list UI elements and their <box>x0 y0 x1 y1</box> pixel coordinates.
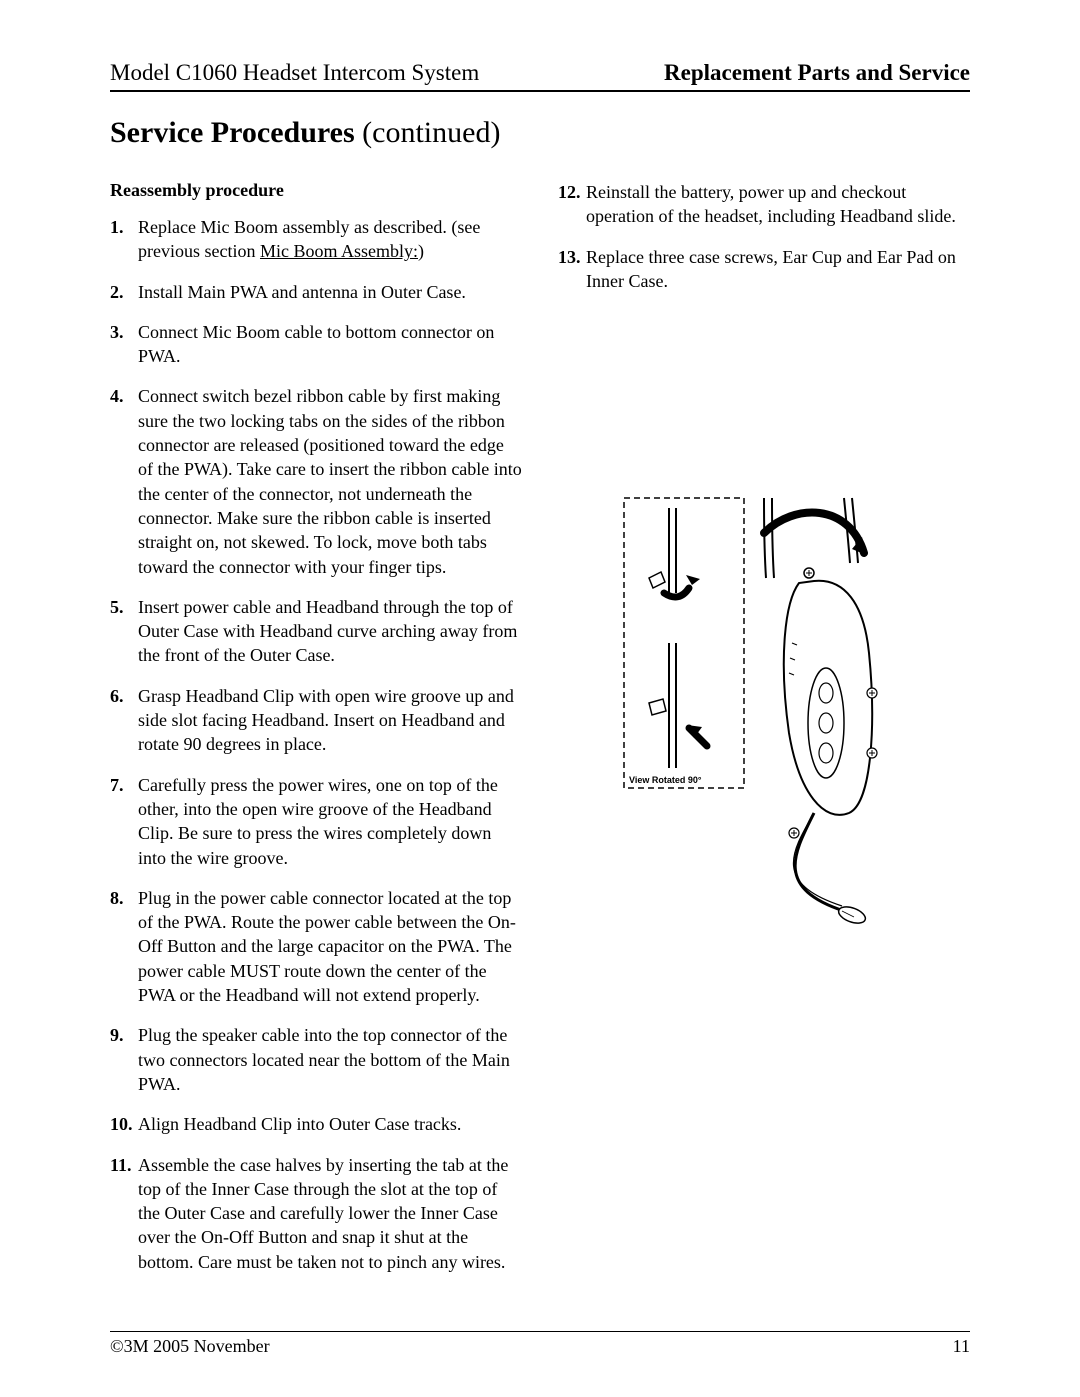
step-text: Plug in the power cable connector locate… <box>138 888 516 1005</box>
steps-list-right: Reinstall the battery, power up and chec… <box>558 180 970 293</box>
step-text: Align Headband Clip into Outer Case trac… <box>138 1114 461 1134</box>
step-item: Grasp Headband Clip with open wire groov… <box>110 684 522 757</box>
step-text: Reinstall the battery, power up and chec… <box>586 182 956 226</box>
steps-list-left: Replace Mic Boom assembly as described. … <box>110 215 522 1274</box>
step-text: Grasp Headband Clip with open wire groov… <box>138 686 514 755</box>
assembly-diagram: View Rotated 90° <box>614 493 914 933</box>
svg-text:View Rotated 90°: View Rotated 90° <box>629 775 702 785</box>
step-text: Insert power cable and Headband through … <box>138 597 517 666</box>
step-item: Replace Mic Boom assembly as described. … <box>110 215 522 264</box>
step-underline: Mic Boom Assembly: <box>260 241 418 261</box>
step-text: ) <box>418 241 424 261</box>
header-left: Model C1060 Headset Intercom System <box>110 60 479 86</box>
step-text: Connect Mic Boom cable to bottom connect… <box>138 322 494 366</box>
step-item: Install Main PWA and antenna in Outer Ca… <box>110 280 522 304</box>
section-title-text: Service Procedures <box>110 116 355 149</box>
header-right: Replacement Parts and Service <box>664 60 970 86</box>
step-text: Replace three case screws, Ear Cup and E… <box>586 247 956 291</box>
step-item: Plug in the power cable connector locate… <box>110 886 522 1007</box>
column-right: Reinstall the battery, power up and chec… <box>558 180 970 1290</box>
step-item: Connect switch bezel ribbon cable by fir… <box>110 384 522 578</box>
step-item: Assemble the case halves by inserting th… <box>110 1153 522 1274</box>
step-item: Replace three case screws, Ear Cup and E… <box>558 245 970 294</box>
content-columns: Reassembly procedure Replace Mic Boom as… <box>110 180 970 1290</box>
step-item: Align Headband Clip into Outer Case trac… <box>110 1112 522 1136</box>
step-text: Install Main PWA and antenna in Outer Ca… <box>138 282 466 302</box>
footer-right: 11 <box>953 1336 970 1357</box>
column-left: Reassembly procedure Replace Mic Boom as… <box>110 180 522 1290</box>
footer-left: ©3M 2005 November <box>110 1336 270 1357</box>
page: Model C1060 Headset Intercom System Repl… <box>0 0 1080 1397</box>
step-item: Carefully press the power wires, one on … <box>110 773 522 870</box>
section-title: Service Procedures (continued) <box>110 116 970 150</box>
page-header: Model C1060 Headset Intercom System Repl… <box>110 60 970 92</box>
step-item: Connect Mic Boom cable to bottom connect… <box>110 320 522 369</box>
step-text: Connect switch bezel ribbon cable by fir… <box>138 386 522 576</box>
step-text: Assemble the case halves by inserting th… <box>138 1155 508 1272</box>
step-item: Reinstall the battery, power up and chec… <box>558 180 970 229</box>
assembly-figure: View Rotated 90° <box>558 493 970 933</box>
step-item: Insert power cable and Headband through … <box>110 595 522 668</box>
step-text: Plug the speaker cable into the top conn… <box>138 1025 510 1094</box>
reassembly-subhead: Reassembly procedure <box>110 180 522 201</box>
step-text: Carefully press the power wires, one on … <box>138 775 498 868</box>
step-item: Plug the speaker cable into the top conn… <box>110 1023 522 1096</box>
section-title-suffix: (continued) <box>355 116 501 149</box>
page-footer: ©3M 2005 November 11 <box>110 1331 970 1357</box>
